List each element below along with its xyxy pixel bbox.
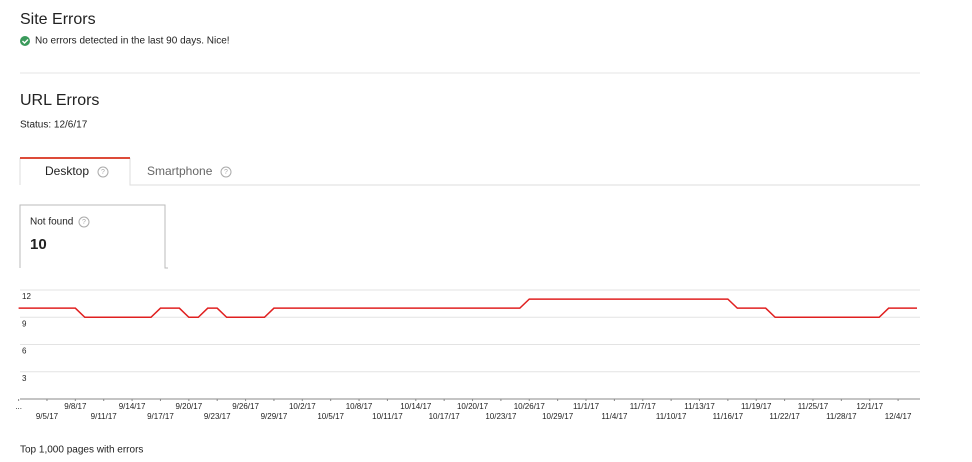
- x-tick-label: 9/14/17: [119, 402, 146, 411]
- x-tick-label: 9/20/17: [175, 402, 202, 411]
- x-tick-label: 10/2/17: [289, 402, 316, 411]
- x-tick-label: 11/7/17: [630, 402, 657, 411]
- x-tick-label: 10/29/17: [542, 412, 574, 421]
- tab-smartphone[interactable]: Smartphone: [147, 164, 213, 178]
- x-tick-label: 9/29/17: [261, 412, 288, 421]
- x-tick-label: 9/23/17: [204, 412, 231, 421]
- x-tick-label: 11/1/17: [573, 402, 600, 411]
- x-tick-label: 10/17/17: [429, 412, 461, 421]
- help-icon[interactable]: [97, 166, 109, 178]
- y-tick-label: 6: [22, 347, 27, 356]
- y-tick-label: 9: [22, 319, 27, 328]
- metric-card[interactable]: Not found ? 10: [19, 204, 168, 269]
- x-tick-label: 11/4/17: [601, 412, 628, 421]
- help-icon-glyph: ?: [224, 169, 228, 176]
- tab-bar: Desktop ? Smartphone ?: [19, 157, 920, 186]
- card-value: 10: [30, 236, 47, 253]
- status-date: Status: 12/6/17: [20, 120, 88, 131]
- x-tick-label: 10/5/17: [317, 412, 344, 421]
- x-tick-label: 10/23/17: [485, 412, 517, 421]
- x-tick-label: ...: [15, 402, 22, 411]
- x-tick-label: 9/26/17: [232, 402, 259, 411]
- section-title: URL Errors: [20, 92, 99, 109]
- x-tick-label: 9/5/17: [36, 412, 59, 421]
- tab-desktop[interactable]: Desktop: [45, 164, 89, 178]
- help-icon-glyph: ?: [101, 169, 105, 176]
- tab-border: [19, 158, 920, 186]
- footer-text: Top 1,000 pages with errors: [20, 445, 143, 456]
- x-tick-label: 9/17/17: [147, 412, 174, 421]
- x-tick-label: 11/10/17: [656, 412, 687, 421]
- x-tick-label: 11/22/17: [769, 412, 800, 421]
- y-tick-label: 12: [22, 292, 31, 301]
- x-tick-label: 12/4/17: [885, 412, 912, 421]
- data-line: [18, 298, 917, 318]
- help-icon[interactable]: [220, 166, 232, 178]
- status-message: No errors detected in the last 90 days. …: [35, 36, 230, 47]
- x-tick-label: 10/26/17: [514, 402, 546, 411]
- x-tick-label: 11/28/17: [826, 412, 857, 421]
- x-tick-label: 11/19/17: [741, 402, 772, 411]
- y-tick-label: 3: [22, 374, 27, 383]
- x-tick-label: 10/11/17: [372, 412, 403, 421]
- x-tick-label: 10/14/17: [400, 402, 432, 411]
- help-icon-glyph: ?: [82, 219, 86, 226]
- x-tick-label: 10/8/17: [346, 402, 373, 411]
- check-mark: [22, 39, 29, 44]
- card-label: Not found: [30, 217, 73, 228]
- x-tick-label: 9/11/17: [91, 412, 118, 421]
- ok-icon: [20, 36, 30, 46]
- section-title: Site Errors: [20, 11, 96, 28]
- x-tick-label: 9/8/17: [64, 402, 87, 411]
- x-tick-label: 11/13/17: [684, 402, 715, 411]
- x-tick-label: 11/16/17: [713, 412, 744, 421]
- x-tick-label: 10/20/17: [457, 402, 489, 411]
- card-border: [19, 204, 168, 269]
- x-tick-label: 12/1/17: [856, 402, 883, 411]
- x-tick-label: 11/25/17: [798, 402, 829, 411]
- help-icon[interactable]: [78, 216, 90, 228]
